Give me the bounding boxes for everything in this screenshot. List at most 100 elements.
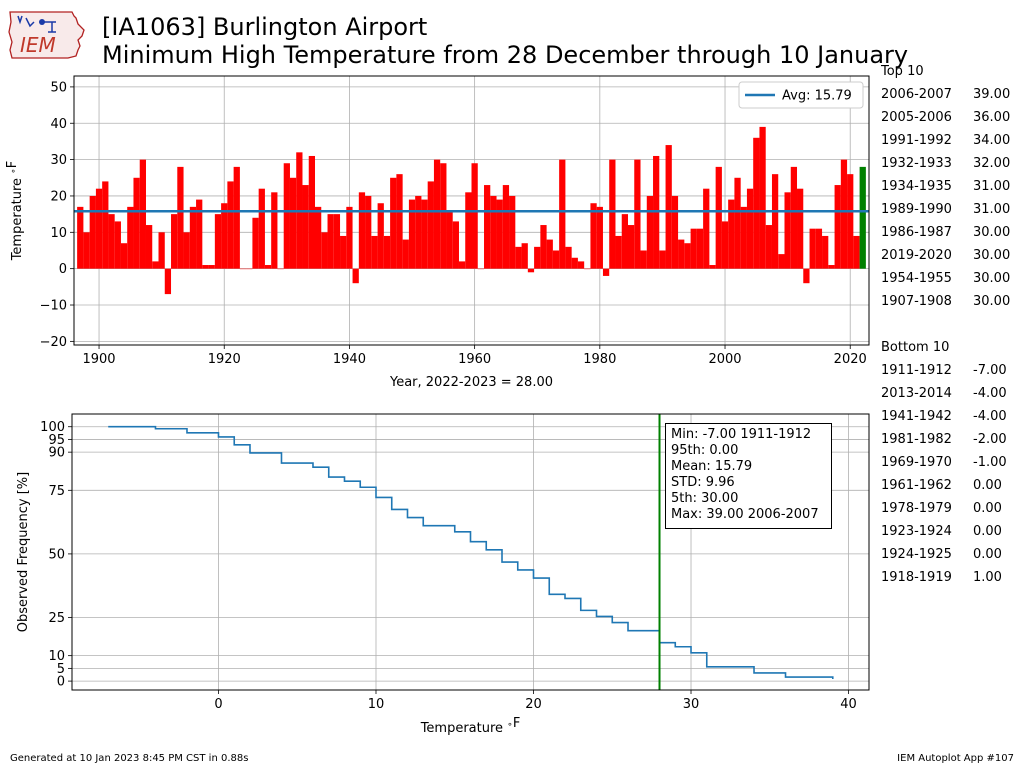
year-bar: [114, 221, 121, 269]
year-bar: [377, 203, 384, 269]
year-bar: [340, 235, 347, 269]
x-tick-label: 1960: [458, 352, 491, 367]
year-bar: [596, 206, 603, 269]
year-bar: [233, 166, 240, 269]
stats-box: Min: -7.00 1911-1912 95th: 0.00 Mean: 15…: [665, 423, 832, 529]
year-bar: [327, 214, 334, 269]
year-bar: [521, 243, 528, 269]
year-bar: [321, 232, 328, 269]
year-bar: [753, 137, 760, 269]
year-bar: [790, 166, 798, 269]
y-tick-label: −20: [40, 335, 67, 350]
top10-season: 2019-2020: [881, 248, 952, 263]
top10-value: 34.00: [973, 133, 1011, 148]
year-bar: [189, 206, 197, 269]
stats-max: Max: 39.00 2006-2007: [671, 507, 819, 522]
x-tick-label: 2000: [708, 352, 741, 367]
year-bar: [83, 232, 90, 269]
year-bar: [95, 188, 103, 269]
year-bar: [671, 195, 679, 269]
bottom10-value: -7.00: [973, 363, 1007, 378]
year-bar: [127, 206, 134, 269]
year-bar: [684, 243, 691, 269]
legend-label: Avg: 15.79: [782, 89, 852, 104]
year-bar: [803, 268, 810, 284]
top10-season: 1991-1992: [881, 133, 952, 148]
year-bar: [577, 261, 585, 269]
year-bar: [740, 206, 747, 269]
year-bar: [440, 163, 447, 269]
year-bar: [352, 268, 359, 284]
bottom10-season: 1941-1942: [881, 409, 952, 424]
year-bar: [89, 195, 96, 269]
year-bar: [221, 203, 228, 269]
y-axis-label: Observed Frequency [%]: [16, 472, 31, 632]
stats-min: Min: -7.00 1911-1912: [671, 427, 812, 442]
year-bar: [552, 250, 560, 269]
year-bar: [771, 174, 779, 269]
year-bar: [634, 159, 641, 269]
top10-season: 1907-1908: [881, 294, 952, 309]
legend-box: [738, 81, 864, 109]
year-bar: [477, 268, 485, 270]
year-bar: [277, 268, 284, 270]
bottom10-season: 1924-1925: [881, 547, 952, 562]
chart-title-line2: Minimum High Temperature from 28 Decembe…: [102, 41, 909, 69]
year-bar: [797, 188, 804, 269]
year-bar: [171, 214, 178, 269]
y-tick-label: 90: [48, 446, 65, 461]
year-bar: [703, 188, 710, 269]
year-bar: [590, 203, 597, 269]
weather-station-icon: [17, 15, 35, 28]
top10-value: 39.00: [973, 87, 1011, 102]
year-bar: [158, 232, 165, 269]
year-bar: [659, 250, 666, 269]
year-bar: [258, 188, 265, 269]
year-bar: [271, 192, 278, 269]
year-bar: [809, 228, 816, 269]
year-bar: [784, 192, 791, 269]
bottom10-season: 1961-1962: [881, 478, 952, 493]
year-bar: [421, 199, 428, 269]
year-bar: [264, 265, 272, 269]
year-bar: [208, 265, 215, 269]
bottom10-season: 1918-1919: [881, 570, 952, 585]
x-tick-label: 1980: [583, 352, 616, 367]
bottom10-season: 1981-1982: [881, 432, 952, 447]
year-bar: [133, 177, 140, 269]
year-bar: [183, 232, 190, 269]
year-bar: [509, 195, 516, 269]
top10-season: 2006-2007: [881, 87, 952, 102]
year-bar: [678, 239, 685, 269]
bottom10-season: 2013-2014: [881, 386, 952, 401]
year-bar: [721, 221, 729, 269]
year-bar: [390, 177, 397, 269]
year-bar: [283, 163, 290, 269]
top10-season: 2005-2006: [881, 110, 952, 125]
year-bar: [665, 145, 672, 269]
bottom10-season: 1978-1979: [881, 501, 952, 516]
year-bar: [515, 246, 522, 269]
y-tick-label: 0: [59, 262, 67, 277]
x-tick-label: 2020: [834, 352, 867, 367]
year-bar: [365, 195, 372, 269]
year-bar: [690, 228, 697, 269]
year-bar: [471, 163, 478, 269]
year-bar: [427, 181, 434, 269]
stats-5th: 5th: 30.00: [671, 491, 739, 506]
top10-season: 1954-1955: [881, 271, 952, 286]
year-bar: [396, 174, 403, 269]
year-bar: [202, 265, 209, 269]
bottom10-season: 1969-1970: [881, 455, 952, 470]
iowa-map-outline: [8, 11, 85, 59]
bottom10-season: 1923-1924: [881, 524, 952, 539]
year-bar: [840, 159, 848, 269]
top10-season: 1989-1990: [881, 202, 952, 217]
year-bar: [139, 159, 146, 269]
year-bar: [458, 261, 466, 269]
year-bar: [408, 199, 416, 269]
y-tick-label: 0: [57, 675, 65, 690]
year-bar: [559, 159, 566, 269]
bottom10-value: 0.00: [973, 524, 1002, 539]
